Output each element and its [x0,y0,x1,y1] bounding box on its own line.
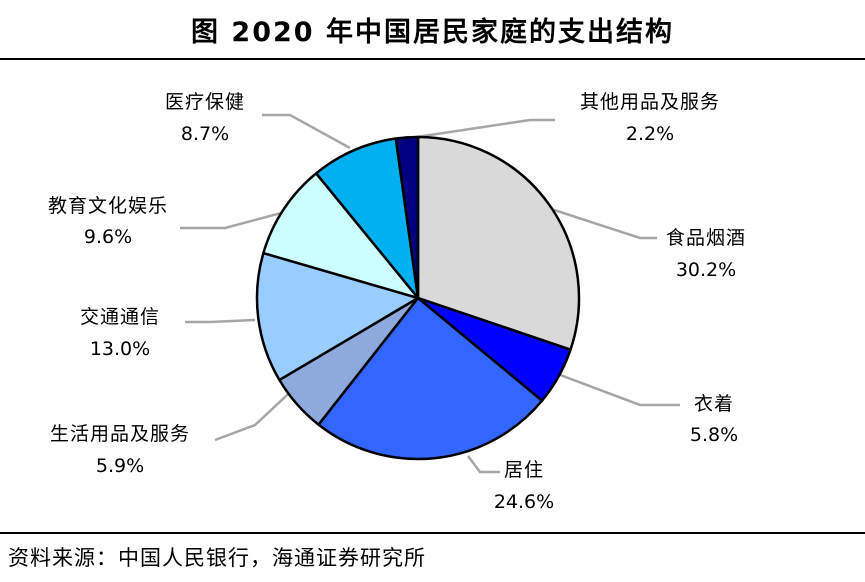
pie-slices [255,135,581,461]
pie-slice [262,172,420,300]
source-note: 资料来源：中国人民银行，海通证券研究所 [8,546,426,570]
pie-slice [416,135,581,351]
leader-line [185,318,256,324]
figure-title: 图 2020 年中国居民家庭的支出结构 [191,17,674,48]
leader-line [409,118,555,140]
pie-slice [317,296,544,461]
bottom-rule [0,532,865,534]
slice-label: 交通通信 [80,306,160,328]
slice-value-label: 9.6% [84,226,132,248]
pie-slice [394,135,420,300]
pie-slice [255,251,420,382]
leader-line [544,205,657,240]
leader-line [554,371,680,407]
leader-lines [180,113,680,474]
slice-value-label: 2.2% [626,123,674,145]
leader-line [467,455,500,474]
slice-label: 生活用品及服务 [50,423,190,445]
slice-label: 食品烟酒 [666,227,746,249]
slice-label: 其他用品及服务 [580,91,720,113]
slice-label: 医疗保健 [165,91,245,113]
leader-line [214,382,301,442]
slice-label: 衣着 [694,393,734,415]
slice-labels: 食品烟酒 30.2% 衣着 5.8% 居住 24.6% 生活用品及服务 5.9% 交通通信 13.… [48,91,746,513]
slice-value-label: 30.2% [676,259,736,281]
pie-slice [314,137,420,300]
slice-label: 教育文化娱乐 [48,195,168,217]
slice-value-label: 5.8% [690,424,738,446]
leader-line [262,113,351,150]
leader-line [180,210,286,230]
slice-value-label: 13.0% [90,338,150,360]
slice-value-label: 8.7% [181,123,229,145]
slice-label: 居住 [504,459,544,481]
top-rule [0,58,865,60]
slice-value-label: 5.9% [96,455,144,477]
slice-value-label: 24.6% [494,491,554,513]
